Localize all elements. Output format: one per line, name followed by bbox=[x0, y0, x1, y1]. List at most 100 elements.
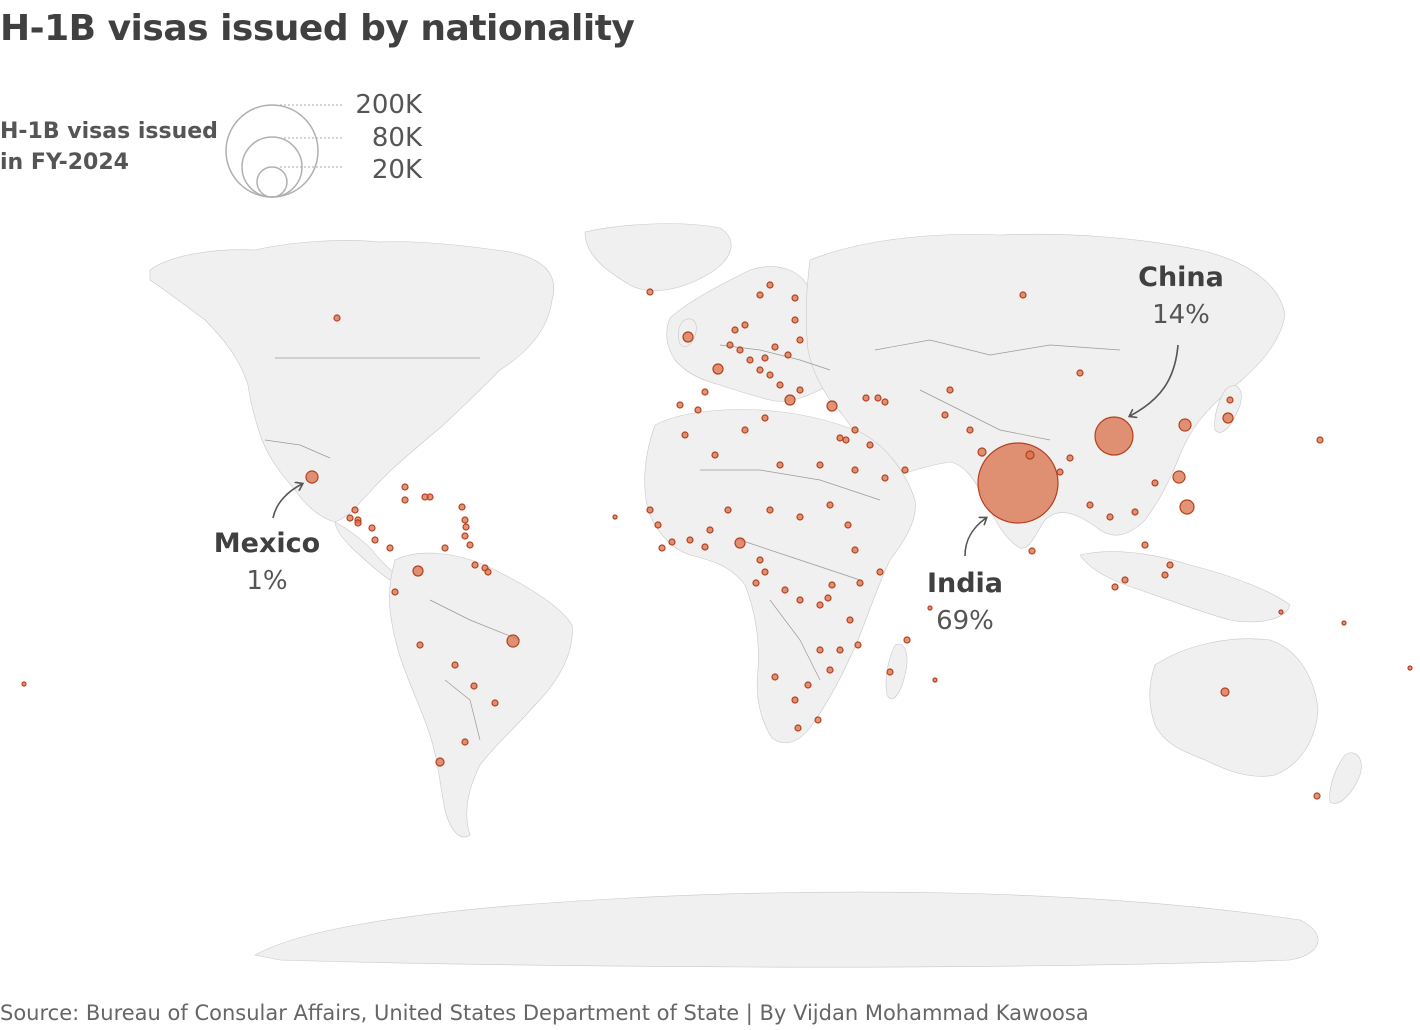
visa-bubble bbox=[1226, 396, 1234, 404]
visa-bubble bbox=[1028, 547, 1036, 555]
visa-bubble bbox=[1019, 291, 1027, 299]
visa-bubble bbox=[977, 447, 987, 457]
southeast-asia-islands-land bbox=[1079, 551, 1291, 623]
legend-title: H-1B visas issued in FY-2024 bbox=[0, 116, 220, 178]
visa-bubble bbox=[506, 634, 520, 648]
visa-bubble bbox=[741, 321, 749, 329]
visa-bubble bbox=[826, 400, 838, 412]
visa-bubble bbox=[1141, 541, 1149, 549]
visa-bubble bbox=[466, 541, 474, 549]
australia-land bbox=[1149, 638, 1319, 777]
japan-land bbox=[1214, 385, 1242, 433]
visa-bubble bbox=[435, 757, 445, 767]
visa-bubble bbox=[816, 461, 824, 469]
visa-bubble bbox=[731, 326, 739, 334]
legend-circle-200k bbox=[225, 104, 319, 198]
visa-bubble bbox=[826, 501, 834, 509]
visa-bubble bbox=[1220, 687, 1230, 697]
visa-bubble bbox=[462, 523, 470, 531]
visa-bubble bbox=[471, 561, 479, 569]
visa-bubble bbox=[876, 568, 884, 576]
visa-bubble bbox=[804, 681, 812, 689]
country-borders bbox=[264, 339, 1121, 741]
legend-label-200k: 200K bbox=[355, 90, 422, 120]
visa-bubble bbox=[668, 538, 676, 546]
antarctica-land bbox=[254, 891, 1319, 968]
border-asia-2 bbox=[919, 389, 1051, 441]
visa-bubble bbox=[470, 682, 478, 690]
visa-bubble bbox=[346, 514, 354, 522]
greenland-land bbox=[584, 223, 732, 291]
visa-bubble bbox=[1086, 501, 1094, 509]
visa-bubble bbox=[1111, 583, 1119, 591]
china-arrow bbox=[1130, 344, 1179, 416]
mexico-arrow bbox=[272, 484, 302, 519]
visa-bubble bbox=[712, 363, 724, 375]
visa-bubble bbox=[451, 661, 459, 669]
visa-bubble bbox=[1316, 436, 1324, 444]
visa-bubble bbox=[351, 506, 359, 514]
visa-bubble bbox=[1131, 508, 1139, 516]
visa-bubble bbox=[784, 394, 796, 406]
visa-bubble bbox=[816, 646, 824, 654]
visa-bubble bbox=[826, 666, 834, 674]
visa-bubble bbox=[371, 536, 379, 544]
visa-bubble bbox=[851, 426, 859, 434]
visa-bubble bbox=[1407, 665, 1413, 671]
visa-bubble bbox=[681, 431, 689, 439]
visa-bubble bbox=[484, 568, 492, 576]
visa-bubble bbox=[932, 677, 938, 683]
visa-bubble bbox=[1025, 450, 1035, 460]
visa-bubble bbox=[966, 426, 974, 434]
visa-bubble bbox=[724, 506, 732, 514]
visa-bubble bbox=[828, 581, 836, 589]
border-sa-1 bbox=[429, 599, 521, 641]
new-zealand-land bbox=[1329, 752, 1362, 804]
source-note: Source: Bureau of Consular Affairs, Unit… bbox=[0, 1001, 1089, 1025]
visa-bubble bbox=[791, 696, 799, 704]
visa-bubble bbox=[856, 579, 864, 587]
visa-bubble bbox=[766, 506, 774, 514]
legend-label-80k: 80K bbox=[371, 123, 422, 153]
visa-bubble bbox=[305, 470, 319, 484]
visa-bubble bbox=[761, 354, 769, 362]
visa-bubble bbox=[491, 699, 499, 707]
china-label: China bbox=[1138, 262, 1224, 293]
india-pct: 69% bbox=[936, 606, 994, 636]
visa-bubble bbox=[1172, 470, 1186, 484]
visa-bubble bbox=[354, 519, 362, 527]
visa-bubble bbox=[874, 394, 882, 402]
visa-bubble bbox=[1056, 468, 1064, 476]
visa-bubble bbox=[901, 466, 909, 474]
visa-bubble bbox=[416, 641, 424, 649]
visa-bubble bbox=[977, 442, 1059, 524]
visa-bubble bbox=[461, 532, 469, 540]
south-america-land bbox=[389, 552, 573, 838]
visa-bubble bbox=[784, 351, 792, 359]
visa-bubble bbox=[946, 386, 954, 394]
mexico-pct: 1% bbox=[246, 566, 288, 596]
mexico-label: Mexico bbox=[213, 528, 321, 559]
visa-bubble bbox=[1166, 561, 1174, 569]
visa-bubble bbox=[658, 544, 666, 552]
visa-bubble bbox=[941, 411, 949, 419]
visa-bubble bbox=[756, 291, 764, 299]
visa-bubble bbox=[881, 474, 889, 482]
border-africa-1 bbox=[700, 469, 881, 501]
border-africa-3 bbox=[769, 599, 821, 681]
visa-bubble bbox=[886, 668, 894, 676]
visa-bubble bbox=[851, 466, 859, 474]
visa-bubble bbox=[1178, 418, 1192, 432]
annotation-arrows bbox=[272, 344, 1179, 557]
visa-bubble bbox=[1313, 792, 1321, 800]
visa-bubble bbox=[844, 521, 852, 529]
visa-bubble bbox=[612, 514, 618, 520]
visa-bubble bbox=[458, 503, 466, 511]
india-label: India bbox=[926, 568, 1004, 599]
visa-bubble bbox=[646, 288, 654, 296]
visa-bubble bbox=[646, 506, 654, 514]
visa-bubble bbox=[706, 526, 714, 534]
visa-bubble bbox=[927, 605, 933, 611]
visa-bubble bbox=[776, 381, 784, 389]
visa-bubble bbox=[766, 371, 774, 379]
